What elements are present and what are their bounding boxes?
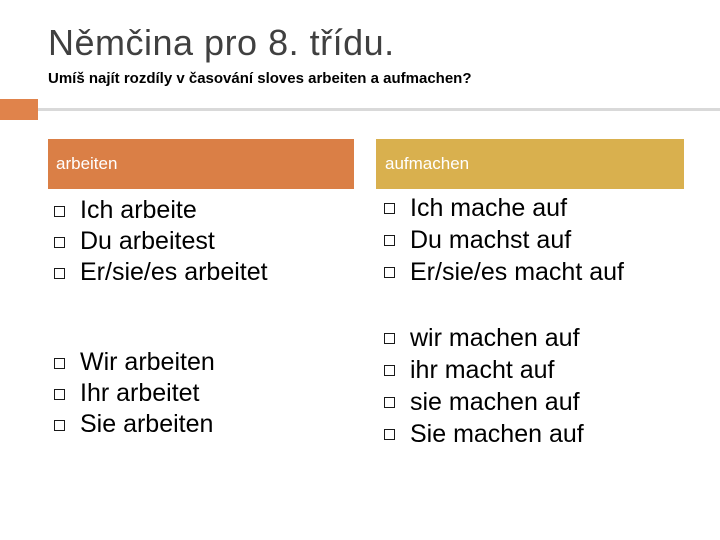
aufmachen-plural-list: wir machen auf ihr macht auf sie machen …: [378, 322, 584, 450]
column-header-aufmachen: aufmachen: [376, 139, 684, 189]
square-bullet-icon: [384, 397, 395, 408]
list-item: Du machst auf: [378, 224, 624, 256]
list-item: Wir arbeiten: [48, 347, 215, 378]
square-bullet-icon: [54, 419, 65, 431]
square-bullet-icon: [54, 267, 65, 279]
list-item: sie machen auf: [378, 386, 584, 418]
accent-bar: [0, 99, 38, 120]
column-header-arbeiten: arbeiten: [48, 139, 354, 189]
square-bullet-icon: [54, 205, 65, 217]
square-bullet-icon: [384, 365, 395, 376]
divider-line: [38, 108, 720, 111]
square-bullet-icon: [384, 429, 395, 440]
slide-subtitle: Umíš najít rozdíly v časování sloves arb…: [48, 70, 472, 87]
square-bullet-icon: [384, 203, 395, 214]
list-item-label: Ich arbeite: [80, 196, 197, 224]
list-item-label: Du machst auf: [410, 226, 572, 254]
square-bullet-icon: [384, 333, 395, 344]
list-item: Sie arbeiten: [48, 409, 215, 440]
square-bullet-icon: [384, 267, 395, 278]
aufmachen-singular-list: Ich mache auf Du machst auf Er/sie/es ma…: [378, 192, 624, 288]
list-item-label: Sie machen auf: [410, 420, 584, 448]
list-item: Er/sie/es arbeitet: [48, 257, 268, 288]
list-item: ihr macht auf: [378, 354, 584, 386]
list-item: Ich mache auf: [378, 192, 624, 224]
square-bullet-icon: [54, 388, 65, 400]
list-item-label: sie machen auf: [410, 388, 580, 416]
list-item: Sie machen auf: [378, 418, 584, 450]
arbeiten-plural-list: Wir arbeiten Ihr arbeitet Sie arbeiten: [48, 347, 215, 440]
list-item-label: ihr macht auf: [410, 356, 555, 384]
list-item: Du arbeitest: [48, 226, 268, 257]
list-item: wir machen auf: [378, 322, 584, 354]
list-item: Ihr arbeitet: [48, 378, 215, 409]
list-item-label: Wir arbeiten: [80, 348, 215, 376]
arbeiten-singular-list: Ich arbeite Du arbeitest Er/sie/es arbei…: [48, 195, 268, 288]
list-item-label: wir machen auf: [410, 324, 580, 352]
square-bullet-icon: [384, 235, 395, 246]
list-item: Ich arbeite: [48, 195, 268, 226]
list-item: Er/sie/es macht auf: [378, 256, 624, 288]
list-item-label: Er/sie/es macht auf: [410, 258, 624, 286]
list-item-label: Er/sie/es arbeitet: [80, 258, 268, 286]
list-item-label: Du arbeitest: [80, 227, 215, 255]
list-item-label: Sie arbeiten: [80, 410, 214, 438]
list-item-label: Ich mache auf: [410, 194, 568, 222]
square-bullet-icon: [54, 357, 65, 369]
slide-title: Němčina pro 8. třídu.: [48, 22, 395, 63]
list-item-label: Ihr arbeitet: [80, 379, 200, 407]
square-bullet-icon: [54, 236, 65, 248]
